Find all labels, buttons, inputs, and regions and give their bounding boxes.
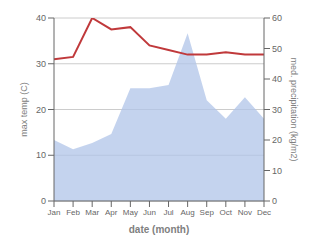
svg-text:Jul: Jul <box>163 208 173 217</box>
svg-text:Dec: Dec <box>257 208 271 217</box>
svg-text:50: 50 <box>272 44 282 54</box>
svg-text:0: 0 <box>41 196 46 206</box>
svg-text:date (month): date (month) <box>129 224 190 235</box>
svg-text:Mar: Mar <box>85 208 99 217</box>
svg-text:20: 20 <box>36 105 46 115</box>
svg-text:Jun: Jun <box>143 208 156 217</box>
svg-text:Oct: Oct <box>220 208 233 217</box>
svg-text:0: 0 <box>272 196 277 206</box>
svg-text:60: 60 <box>272 13 282 23</box>
svg-text:10: 10 <box>36 150 46 160</box>
svg-text:30: 30 <box>36 59 46 69</box>
svg-text:Feb: Feb <box>66 208 80 217</box>
svg-text:Jan: Jan <box>48 208 61 217</box>
svg-text:40: 40 <box>36 13 46 23</box>
svg-text:Nov: Nov <box>238 208 252 217</box>
svg-text:May: May <box>123 208 138 217</box>
svg-text:40: 40 <box>272 74 282 84</box>
svg-text:30: 30 <box>272 105 282 115</box>
svg-text:20: 20 <box>272 135 282 145</box>
svg-text:med. precipitation (kg/m2): med. precipitation (kg/m2) <box>289 57 299 161</box>
svg-text:Sep: Sep <box>200 208 215 217</box>
svg-text:max temp (C): max temp (C) <box>19 82 29 137</box>
svg-text:Apr: Apr <box>105 208 118 217</box>
svg-text:10: 10 <box>272 166 282 176</box>
svg-text:Aug: Aug <box>181 208 195 217</box>
